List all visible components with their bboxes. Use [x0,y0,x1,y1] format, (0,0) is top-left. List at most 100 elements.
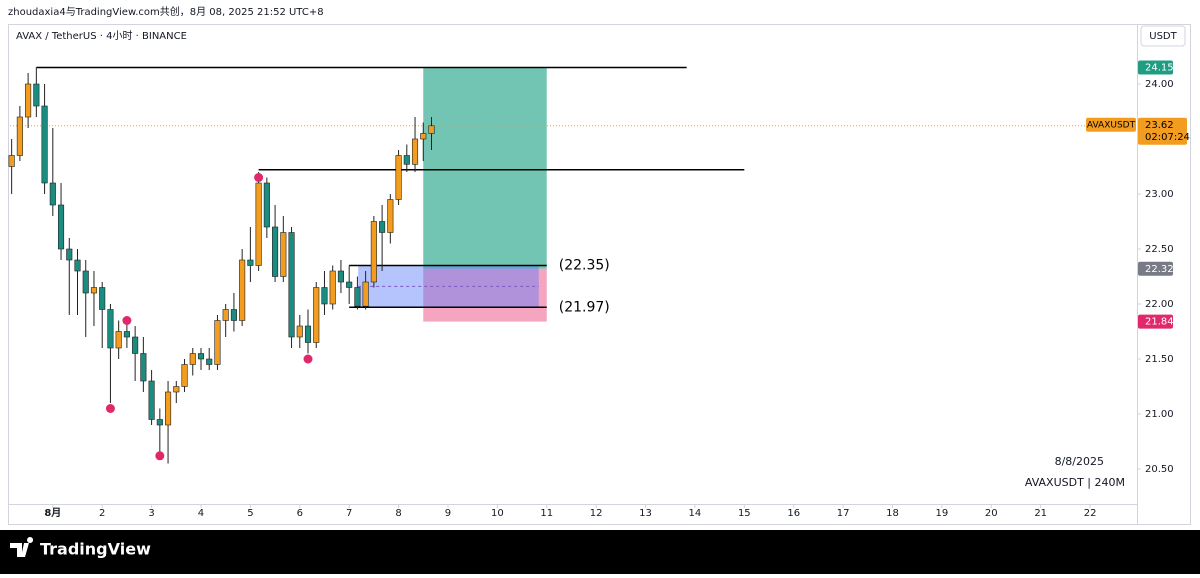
candle-body [148,380,155,420]
x-tick-label: 18 [886,508,899,519]
candle-body [379,221,386,233]
x-tick-label: 17 [837,508,850,519]
loss-zone [423,268,547,322]
stop-badge [1138,314,1173,329]
x-tick-label: 15 [738,508,751,519]
x-tick-label: 16 [787,508,800,519]
x-tick-label: 9 [445,508,451,519]
candle-body [8,155,15,167]
y-tick-label: 24.00 [1145,79,1174,90]
x-tick-label: 2 [99,508,105,519]
candle-body [222,309,229,321]
candle-body [82,270,89,294]
candle-body [411,138,419,165]
candle-body [239,259,246,321]
entry-label: 22.32 [1145,264,1174,275]
x-tick-label: 13 [639,508,652,519]
y-tick-label: 22.00 [1145,299,1174,310]
zone-label: (21.97) [559,299,610,315]
last-price-badge [1138,117,1187,145]
candle-body [403,155,410,165]
profit-zone [423,67,547,269]
target-label: 24.15 [1145,63,1174,74]
candle-body [49,182,56,206]
footer-logo: TradingView [40,540,151,559]
x-tick-label: 21 [1034,508,1047,519]
candle-body [189,353,196,365]
x-tick-label: 10 [491,508,504,519]
candle-body [74,259,81,272]
candle-body [272,226,279,277]
symbol-annotation: AVAXUSDT | 240M [1025,476,1125,489]
candle-body [197,353,205,360]
x-tick-label: 6 [297,508,303,519]
y-tick-label: 23.00 [1145,189,1174,200]
candle-body [66,248,73,261]
entry-badge [1138,261,1173,276]
candle-body [115,331,122,349]
candle-body [90,287,98,294]
candle-body [288,232,295,338]
candle-body [107,309,114,349]
x-tick-label: 8月 [44,507,61,519]
candle-body [132,336,139,354]
x-tick-label: 22 [1084,508,1097,519]
candle-body [280,232,287,277]
candle-body [370,221,377,283]
pivot-marker [303,354,313,364]
candle-body [354,287,361,307]
candle-body [346,281,353,288]
candle-body [206,358,213,365]
candle-body [329,270,336,305]
x-tick-label: 19 [936,508,949,519]
candle-body [181,364,188,387]
candle-body [321,287,328,305]
candle-body [140,353,147,382]
x-tick-label: 20 [985,508,998,519]
candle-body [41,105,48,184]
y-tick-label: 22.50 [1145,244,1174,255]
x-tick-label: 5 [247,508,253,519]
candle-body [313,287,320,343]
candle-body [296,325,303,338]
currency[interactable]: USDT [1149,31,1177,42]
symbol-tag-label: AVAXUSDT [1087,120,1136,130]
target-badge [1138,60,1173,75]
candle-body [387,199,394,233]
candle-body [255,182,262,266]
candle-body [428,125,435,134]
pivot-marker [105,404,115,413]
symbol-tag [1086,117,1136,132]
zone-label: (22.35) [559,258,610,274]
candle-body [99,287,106,310]
candle-body [16,116,23,156]
countdown: 02:07:24 [1145,132,1190,143]
candle-body [123,331,130,338]
candle-body [33,83,40,107]
chart-frame [8,24,1191,525]
currency-button[interactable] [1140,25,1186,47]
date-annotation: 8/8/2025 [1055,455,1104,468]
x-tick-label: 12 [590,508,603,519]
x-tick-label: 3 [148,508,154,519]
candle-body [173,386,180,393]
pivot-marker [122,316,132,325]
candle-body [57,204,65,250]
candle-body [156,419,163,426]
candle-body [263,182,270,228]
candle-body [420,133,427,140]
candle-body [337,270,344,283]
header-title: zhoudaxia4与TradingView.com共创，8月 08, 2025… [8,5,324,18]
candle-body [247,259,254,266]
x-tick-label: 4 [198,508,204,519]
y-tick-label: 20.50 [1145,464,1174,475]
x-tick-label: 14 [689,508,702,519]
y-tick-label: 21.00 [1145,409,1174,420]
pivot-marker [155,451,165,461]
symbol-legend: AVAX / TetherUS · 4小时 · BINANCE [16,30,187,42]
footer-bar [0,530,1200,574]
candle-body [395,155,402,200]
candle-body [362,281,369,307]
stop-label: 21.84 [1145,317,1174,328]
